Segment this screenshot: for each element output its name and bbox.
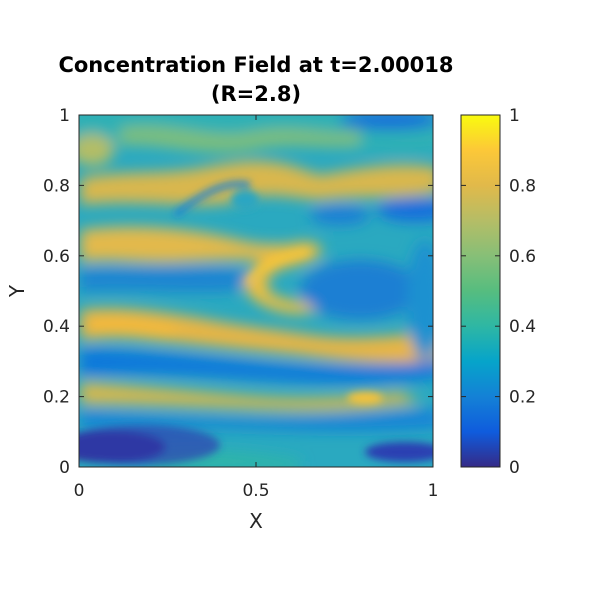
colorbar-tick-label: 0.8 [509,176,536,196]
colorbar: 0 0.2 0.4 0.6 0.8 1 [460,106,536,478]
y-tick-label: 0.6 [43,247,70,267]
x-axis-label: X [249,509,263,533]
chart-subtitle: (R=2.8) [211,82,301,106]
x-tick-label: 0 [74,481,85,501]
chart-title: Concentration Field at t=2.00018 [58,53,453,77]
colorbar-tick-label: 0.6 [509,247,536,267]
y-tick-label: 0.2 [43,388,70,408]
x-tick-label: 1 [428,481,439,501]
x-axis [78,115,434,467]
colorbar-tick-label: 1 [509,106,520,126]
x-tick-label: 0.5 [242,481,269,501]
colorbar-tick-label: 0.2 [509,388,536,408]
colorbar-tick-label: 0 [509,458,520,478]
y-axis-label: Y [5,284,29,298]
colorbar-tick-label: 0.4 [509,317,536,337]
y-tick-label: 0.8 [43,176,70,196]
heatmap-field [79,115,433,467]
colorbar-gradient [460,114,501,468]
y-tick-label: 1 [59,106,70,126]
y-tick-label: 0 [59,458,70,478]
y-axis [79,114,433,468]
y-tick-label: 0.4 [43,317,70,337]
